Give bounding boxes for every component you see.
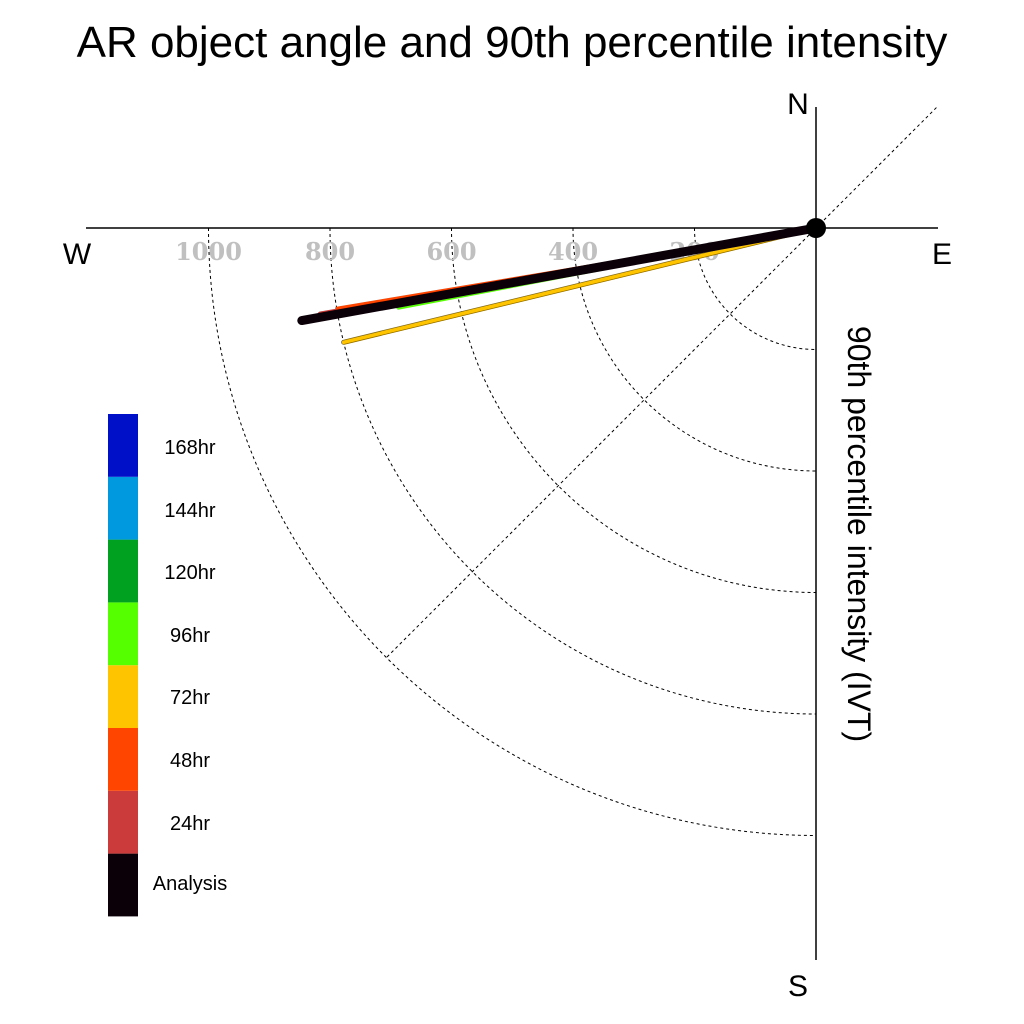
radial-tick-labels: 200 400 600 800 1000 bbox=[175, 237, 719, 266]
legend-swatch bbox=[108, 602, 138, 666]
chart-title: AR object angle and 90th percentile inte… bbox=[77, 18, 948, 67]
radial-tick-label: 800 bbox=[305, 237, 355, 266]
radial-tick-label: 1000 bbox=[175, 237, 242, 266]
radial-ring bbox=[208, 227, 817, 836]
legend-label: 168hr bbox=[164, 437, 215, 459]
legend-swatch bbox=[108, 539, 138, 603]
vector-analysis bbox=[297, 223, 821, 326]
vector-series bbox=[297, 223, 821, 345]
legend-swatch bbox=[108, 790, 138, 854]
legend-label: 72hr bbox=[170, 687, 210, 709]
legend-swatch bbox=[108, 665, 138, 728]
legend-label: 120hr bbox=[164, 562, 215, 584]
radial-tick-label: 600 bbox=[426, 237, 476, 266]
legend-label: 48hr bbox=[170, 750, 210, 772]
y-axis-label: 90th percentile intensity (IVT) bbox=[841, 326, 877, 742]
legend-label: 24hr bbox=[170, 813, 210, 835]
origin-marker bbox=[806, 218, 826, 238]
diagonal-reference-line bbox=[386, 105, 939, 658]
radial-tick-label: 400 bbox=[548, 237, 598, 266]
legend: 168hr 144hr 120hr 96hr 72hr 48hr 24hr An… bbox=[108, 414, 227, 917]
legend-swatch bbox=[108, 728, 138, 791]
legend-label: 144hr bbox=[164, 500, 215, 522]
legend-swatch bbox=[108, 476, 138, 540]
west-label: W bbox=[63, 238, 92, 271]
legend-label: 96hr bbox=[170, 625, 210, 647]
south-label: S bbox=[788, 970, 808, 1003]
east-label: E bbox=[932, 238, 952, 271]
legend-swatch bbox=[108, 853, 138, 917]
vector-72hr bbox=[341, 226, 818, 345]
north-label: N bbox=[787, 88, 809, 121]
legend-label: Analysis bbox=[153, 873, 227, 895]
legend-swatch bbox=[108, 414, 138, 477]
radial-ring bbox=[572, 227, 817, 472]
